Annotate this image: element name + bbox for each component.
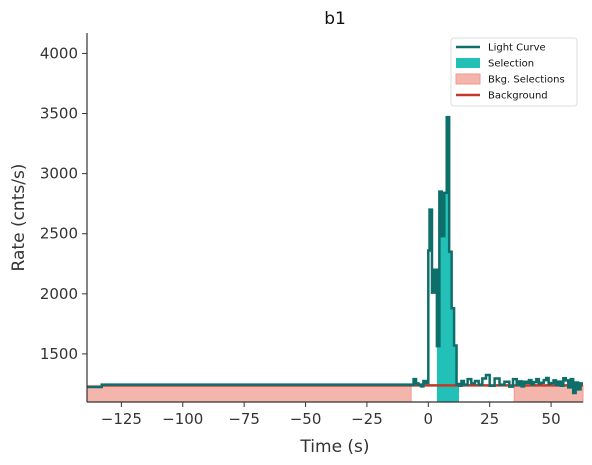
- legend-swatch-selection: [456, 58, 480, 68]
- legend: Light Curve Selection Bkg. Selections Backg…: [450, 37, 578, 107]
- y-tick-label: 3500: [40, 105, 78, 123]
- x-axis-label: Time (s): [299, 437, 369, 457]
- chart-title: b1: [324, 9, 346, 29]
- x-axis-ticks: −125 −100 −75 −50 −25 0 25 50: [101, 402, 561, 428]
- legend-box: [450, 37, 578, 107]
- x-tick-label: −75: [228, 410, 260, 428]
- axes: [86, 33, 583, 403]
- legend-label-background: Background: [488, 91, 548, 102]
- y-tick-label: 2000: [40, 285, 78, 303]
- y-axis-label: Rate (cnts/s): [9, 164, 29, 272]
- y-tick-label: 3000: [40, 165, 78, 183]
- legend-label-bkg-selections: Bkg. Selections: [488, 75, 565, 86]
- legend-label-light-curve: Light Curve: [488, 43, 546, 54]
- x-tick-label: −125: [101, 410, 142, 428]
- legend-label-selection: Selection: [488, 59, 534, 70]
- y-tick-label: 4000: [40, 44, 78, 62]
- x-tick-label: 0: [424, 410, 434, 428]
- y-axis-ticks: 1500 2000 2500 3000 3500 4000: [40, 44, 87, 363]
- x-tick-label: −25: [351, 410, 383, 428]
- x-tick-label: −100: [162, 410, 203, 428]
- bkg-selections-layer: [86, 384, 584, 403]
- x-tick-label: −50: [290, 410, 322, 428]
- light-curve-line: [87, 115, 583, 395]
- bkg-selection-region: [86, 384, 412, 403]
- light-curve-layer: [87, 115, 583, 395]
- x-tick-label: 50: [542, 410, 561, 428]
- y-tick-label: 2500: [40, 225, 78, 243]
- legend-swatch-bkg-selections: [455, 73, 481, 85]
- x-tick-label: 25: [480, 410, 499, 428]
- y-tick-label: 1500: [40, 345, 78, 363]
